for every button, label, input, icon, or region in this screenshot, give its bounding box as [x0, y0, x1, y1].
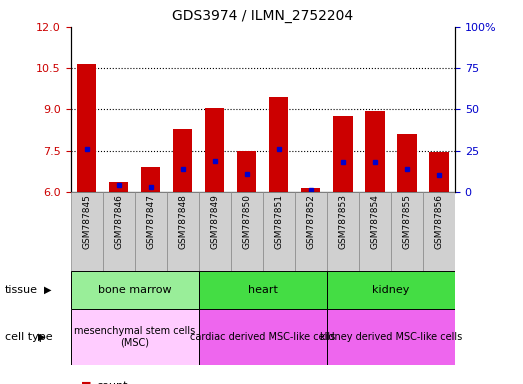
Bar [173, 129, 192, 192]
Text: cardiac derived MSC-like cells: cardiac derived MSC-like cells [190, 332, 335, 342]
Bar [327, 271, 455, 309]
Bar [359, 192, 391, 271]
Text: cell type: cell type [5, 332, 53, 342]
Bar [237, 151, 256, 192]
Bar [365, 111, 384, 192]
Text: heart: heart [248, 285, 278, 295]
Bar [231, 192, 263, 271]
Bar [141, 167, 160, 192]
Bar [295, 192, 327, 271]
Bar [135, 192, 167, 271]
Text: kidney derived MSC-like cells: kidney derived MSC-like cells [320, 332, 462, 342]
Bar [167, 192, 199, 271]
Text: tissue: tissue [5, 285, 38, 295]
Text: kidney: kidney [372, 285, 410, 295]
Text: GSM787848: GSM787848 [178, 194, 187, 249]
Text: mesenchymal stem cells
(MSC): mesenchymal stem cells (MSC) [74, 326, 195, 348]
Bar [71, 271, 199, 309]
Bar [391, 192, 423, 271]
Text: ▶: ▶ [38, 332, 45, 342]
Bar [199, 192, 231, 271]
Text: GSM787851: GSM787851 [275, 194, 283, 249]
Bar [205, 108, 224, 192]
Text: GSM787845: GSM787845 [82, 194, 91, 249]
Bar [263, 192, 295, 271]
Text: ▶: ▶ [44, 285, 52, 295]
Text: count: count [97, 381, 128, 384]
Bar [103, 192, 135, 271]
Text: GSM787853: GSM787853 [338, 194, 347, 249]
Bar [423, 192, 455, 271]
Text: GSM787852: GSM787852 [306, 194, 315, 249]
Bar [301, 188, 321, 192]
Text: GSM787846: GSM787846 [114, 194, 123, 249]
Text: GSM787849: GSM787849 [210, 194, 219, 249]
Bar [333, 116, 353, 192]
Bar [71, 192, 103, 271]
Bar [327, 309, 455, 365]
Bar [199, 309, 327, 365]
Text: GSM787850: GSM787850 [242, 194, 251, 249]
Bar [71, 309, 199, 365]
Bar [397, 134, 416, 192]
Text: GSM787856: GSM787856 [435, 194, 444, 249]
Text: GSM787854: GSM787854 [370, 194, 379, 249]
Text: GSM787855: GSM787855 [403, 194, 412, 249]
Text: GSM787847: GSM787847 [146, 194, 155, 249]
Bar [77, 64, 96, 192]
Title: GDS3974 / ILMN_2752204: GDS3974 / ILMN_2752204 [172, 9, 354, 23]
Bar [269, 97, 288, 192]
Bar [429, 152, 449, 192]
Bar [199, 271, 327, 309]
Text: bone marrow: bone marrow [98, 285, 172, 295]
Text: ■: ■ [81, 381, 92, 384]
Bar [109, 182, 128, 192]
Bar [327, 192, 359, 271]
